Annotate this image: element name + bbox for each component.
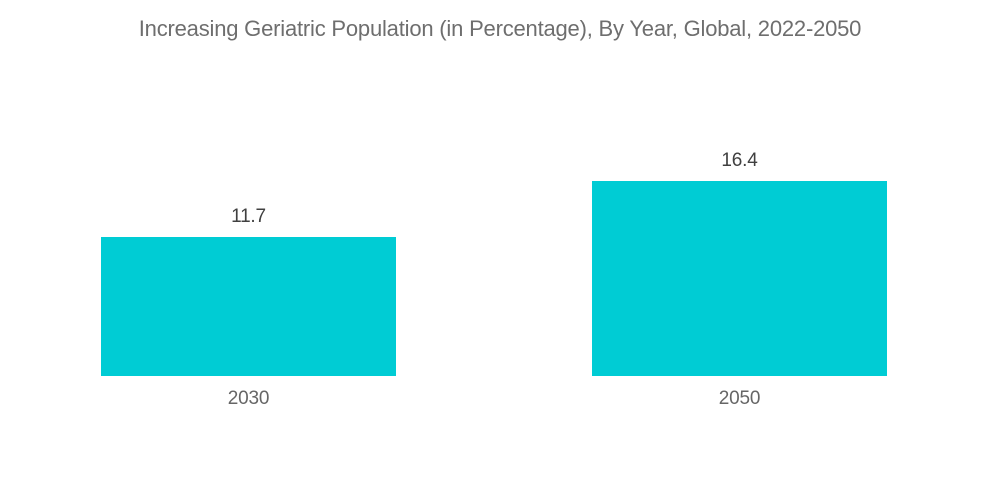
category-label: 2050 — [718, 388, 761, 409]
chart-title: Increasing Geriatric Population (in Perc… — [138, 16, 862, 41]
bar-2050 — [592, 181, 887, 376]
bar-group-2030: 11.7 2030 — [101, 206, 396, 409]
bar-group-2050: 16.4 2050 — [592, 150, 887, 409]
bar-value-label: 16.4 — [721, 150, 758, 171]
bar-2030 — [101, 237, 396, 376]
category-label: 2030 — [227, 388, 270, 409]
bar-value-label: 11.7 — [231, 206, 266, 227]
